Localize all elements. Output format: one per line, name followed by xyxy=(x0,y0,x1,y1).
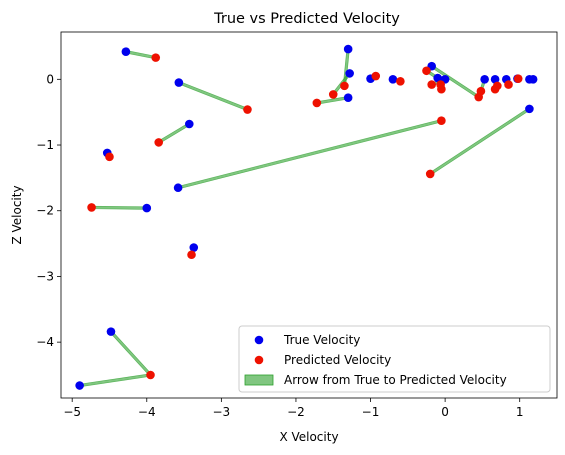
legend: True Velocity Predicted Velocity Arrow fro… xyxy=(238,325,551,393)
y-tick-label: −4 xyxy=(36,335,54,349)
true-velocity-point xyxy=(106,327,116,336)
true-velocity-point xyxy=(121,47,131,57)
true-velocity-point xyxy=(528,75,538,84)
velocity-arrow xyxy=(91,205,148,210)
velocity-arrow xyxy=(79,373,152,388)
y-tick-label: 0 xyxy=(46,72,54,86)
predicted-velocity-point xyxy=(436,80,445,89)
predicted-velocity-point xyxy=(493,81,502,91)
predicted-velocity-point xyxy=(151,53,161,62)
x-tick-label: −2 xyxy=(287,405,305,419)
true-velocity-point xyxy=(75,381,84,390)
true-velocity-point xyxy=(343,93,353,103)
x-tick-label: 0 xyxy=(441,405,449,419)
predicted-velocity-point xyxy=(422,66,431,76)
legend-label: True Velocity xyxy=(283,333,360,347)
true-velocity-point xyxy=(173,183,183,193)
true-velocity-point xyxy=(490,75,500,84)
predicted-velocity-point xyxy=(437,116,446,126)
legend-label: Predicted Velocity xyxy=(284,353,391,367)
chart-title: True vs Predicted Velocity xyxy=(213,11,400,27)
velocity-arrow xyxy=(177,80,249,112)
predicted-velocity-point xyxy=(396,76,405,86)
true-velocity-point xyxy=(480,75,489,84)
legend-box xyxy=(238,325,551,393)
x-tick-label: −3 xyxy=(213,405,231,419)
predicted-velocity-point xyxy=(154,138,164,147)
arrow-legend-patch xyxy=(244,374,274,386)
predicted-velocity-point xyxy=(312,98,322,108)
velocity-arrow xyxy=(109,330,152,377)
true-velocity-point xyxy=(142,203,152,213)
predicted-velocity-point xyxy=(187,250,196,260)
true-velocity-point xyxy=(189,243,199,252)
x-axis-title: X Velocity xyxy=(279,430,338,444)
true-velocity-point xyxy=(174,78,184,87)
true-velocity-point xyxy=(184,119,194,129)
predicted-velocity-point xyxy=(371,71,381,81)
predicted-velocity-point xyxy=(425,169,435,179)
velocity-arrow xyxy=(157,122,191,144)
y-axis: −4 −3 −2 −1 0 xyxy=(36,72,61,349)
predicted-velocity-point xyxy=(243,105,252,114)
y-tick-label: −3 xyxy=(36,269,54,283)
predicted-velocity-point xyxy=(105,152,114,162)
x-tick-label: −5 xyxy=(63,405,81,419)
predicted-velocity-point xyxy=(476,86,486,96)
plot-area xyxy=(75,44,538,390)
x-axis: −5 −4 −3 −2 −1 0 1 xyxy=(63,398,524,419)
true-velocity-point xyxy=(388,75,398,84)
y-axis-title: Z Velocity xyxy=(10,185,24,244)
predicted-velocity-point xyxy=(513,74,523,83)
predicted-velocity-point xyxy=(146,370,155,380)
true-velocity-point xyxy=(343,44,353,54)
plot-frame xyxy=(60,31,558,399)
predicted-velocity-point xyxy=(504,80,513,89)
x-tick-label: −4 xyxy=(138,405,156,419)
predicted-velocity-point xyxy=(427,80,436,89)
predicted-legend-marker xyxy=(254,355,264,365)
y-tick-label: −1 xyxy=(36,138,54,152)
x-tick-label: 1 xyxy=(516,405,524,419)
x-tick-label: −1 xyxy=(362,405,380,419)
predicted-velocity-point xyxy=(328,90,338,99)
true-velocity-point xyxy=(525,104,534,114)
velocity-arrow xyxy=(177,119,443,190)
predicted-velocity-point xyxy=(87,203,96,212)
true-legend-marker xyxy=(254,335,264,345)
y-tick-label: −2 xyxy=(36,204,54,218)
legend-label: Arrow from True to Predicted Velocity xyxy=(284,373,507,387)
predicted-velocity-point xyxy=(340,81,349,91)
true-velocity-point xyxy=(345,69,354,78)
